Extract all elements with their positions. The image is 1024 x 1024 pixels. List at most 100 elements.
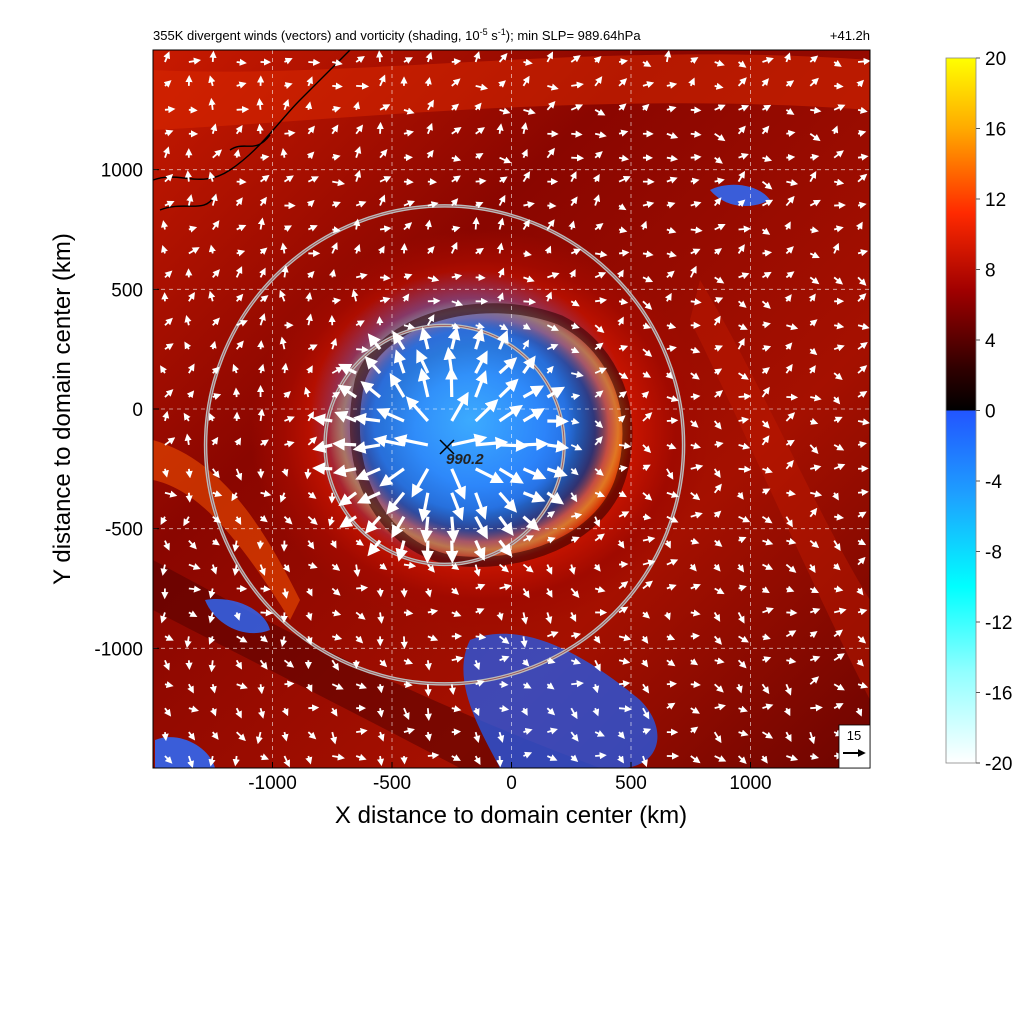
wind-vector <box>857 173 868 183</box>
wind-vector <box>307 411 314 422</box>
wind-vector <box>212 269 220 278</box>
forecast-time-label: +41.2h <box>830 28 870 43</box>
wind-vector <box>160 365 167 374</box>
wind-vector <box>473 755 481 766</box>
wind-vector <box>857 418 870 426</box>
right-streaks <box>690 280 870 700</box>
wind-vector <box>833 225 844 233</box>
wind-vector <box>568 220 576 230</box>
reference-vector-box: 15 <box>838 724 871 769</box>
wind-vector <box>499 323 509 331</box>
wind-vector <box>810 490 823 498</box>
wind-vector <box>618 298 629 306</box>
wind-vector <box>305 313 313 326</box>
wind-vector <box>208 75 216 87</box>
wind-vector <box>475 83 489 91</box>
x-axis: -1000 -500 0 500 1000 <box>248 762 772 794</box>
wind-vector <box>473 564 481 577</box>
wind-vector <box>738 536 747 544</box>
wind-vector <box>593 194 601 206</box>
wind-vector <box>737 659 747 669</box>
wind-vector <box>306 365 313 374</box>
wind-vector <box>305 292 313 302</box>
wind-vector <box>808 293 816 302</box>
wind-vector <box>545 612 553 625</box>
wind-vector <box>833 653 845 662</box>
wind-vector <box>786 585 795 593</box>
wind-vector <box>451 587 460 595</box>
wind-vector <box>571 130 583 138</box>
wind-vector <box>737 612 745 624</box>
wind-vector <box>785 516 793 528</box>
wind-vector <box>666 226 677 234</box>
wind-vector <box>714 82 724 90</box>
wind-vector <box>403 273 413 281</box>
wind-vector <box>355 200 367 208</box>
wind-vector <box>762 703 774 711</box>
wind-vector <box>833 540 841 552</box>
wind-vector <box>571 632 582 640</box>
wind-vector <box>208 660 216 673</box>
wind-vector <box>338 491 358 507</box>
wind-vector <box>475 201 484 209</box>
wind-vector <box>547 439 570 453</box>
wind-vector <box>283 516 293 525</box>
wind-vector <box>570 536 580 544</box>
wind-vector <box>761 227 771 235</box>
wind-vector <box>522 171 531 183</box>
wind-vector <box>259 295 269 303</box>
wind-vector <box>364 356 382 375</box>
wind-vector <box>260 490 272 498</box>
wind-vector <box>164 389 174 398</box>
wind-vector <box>280 636 288 648</box>
wind-vector <box>329 268 337 278</box>
wind-vector <box>857 608 868 616</box>
wind-vector <box>594 420 604 429</box>
wind-vector <box>473 659 481 671</box>
wind-vector <box>308 58 321 66</box>
wind-vector <box>522 563 534 573</box>
wind-vector <box>833 463 846 471</box>
wind-vector <box>472 216 480 230</box>
wind-vector <box>234 437 242 446</box>
wind-vector <box>208 636 216 645</box>
wind-vector <box>367 539 382 557</box>
wind-vector <box>498 357 518 375</box>
wind-vector <box>451 225 461 233</box>
wind-vector <box>420 516 433 543</box>
wind-vector <box>427 246 435 255</box>
wind-vector <box>282 98 290 111</box>
wind-vector <box>307 540 315 550</box>
wind-vector <box>402 707 410 721</box>
wind-vector <box>809 607 821 615</box>
wind-vector <box>211 538 220 546</box>
wind-vector <box>496 755 504 768</box>
wind-vector <box>451 154 462 162</box>
wind-vector <box>617 415 626 423</box>
y-tick-label: -1000 <box>94 639 143 660</box>
negative-blob-northeast <box>710 184 770 206</box>
wind-vector <box>786 537 797 545</box>
wind-vector <box>714 683 724 693</box>
colorbar-tick-label: 16 <box>985 120 1006 141</box>
wind-vector <box>187 731 196 741</box>
wind-vector <box>331 659 340 671</box>
wind-vector <box>546 510 556 519</box>
wind-vector <box>188 585 202 593</box>
wind-vector <box>402 293 410 302</box>
x-tick-label: -1000 <box>248 773 297 794</box>
wind-vector <box>833 150 844 159</box>
wind-vector <box>212 515 222 524</box>
wind-vector <box>546 100 556 111</box>
wind-vector <box>427 314 435 326</box>
wind-vector <box>283 755 290 768</box>
wind-vector <box>208 588 216 599</box>
colorbar-tick-label: -20 <box>985 754 1012 775</box>
wind-vector <box>785 563 797 573</box>
wind-vector <box>856 658 864 667</box>
wind-vector <box>568 564 576 575</box>
wind-vector <box>738 635 749 643</box>
wind-vector <box>571 393 581 401</box>
wind-vector <box>786 323 799 331</box>
wind-vector <box>714 755 727 762</box>
